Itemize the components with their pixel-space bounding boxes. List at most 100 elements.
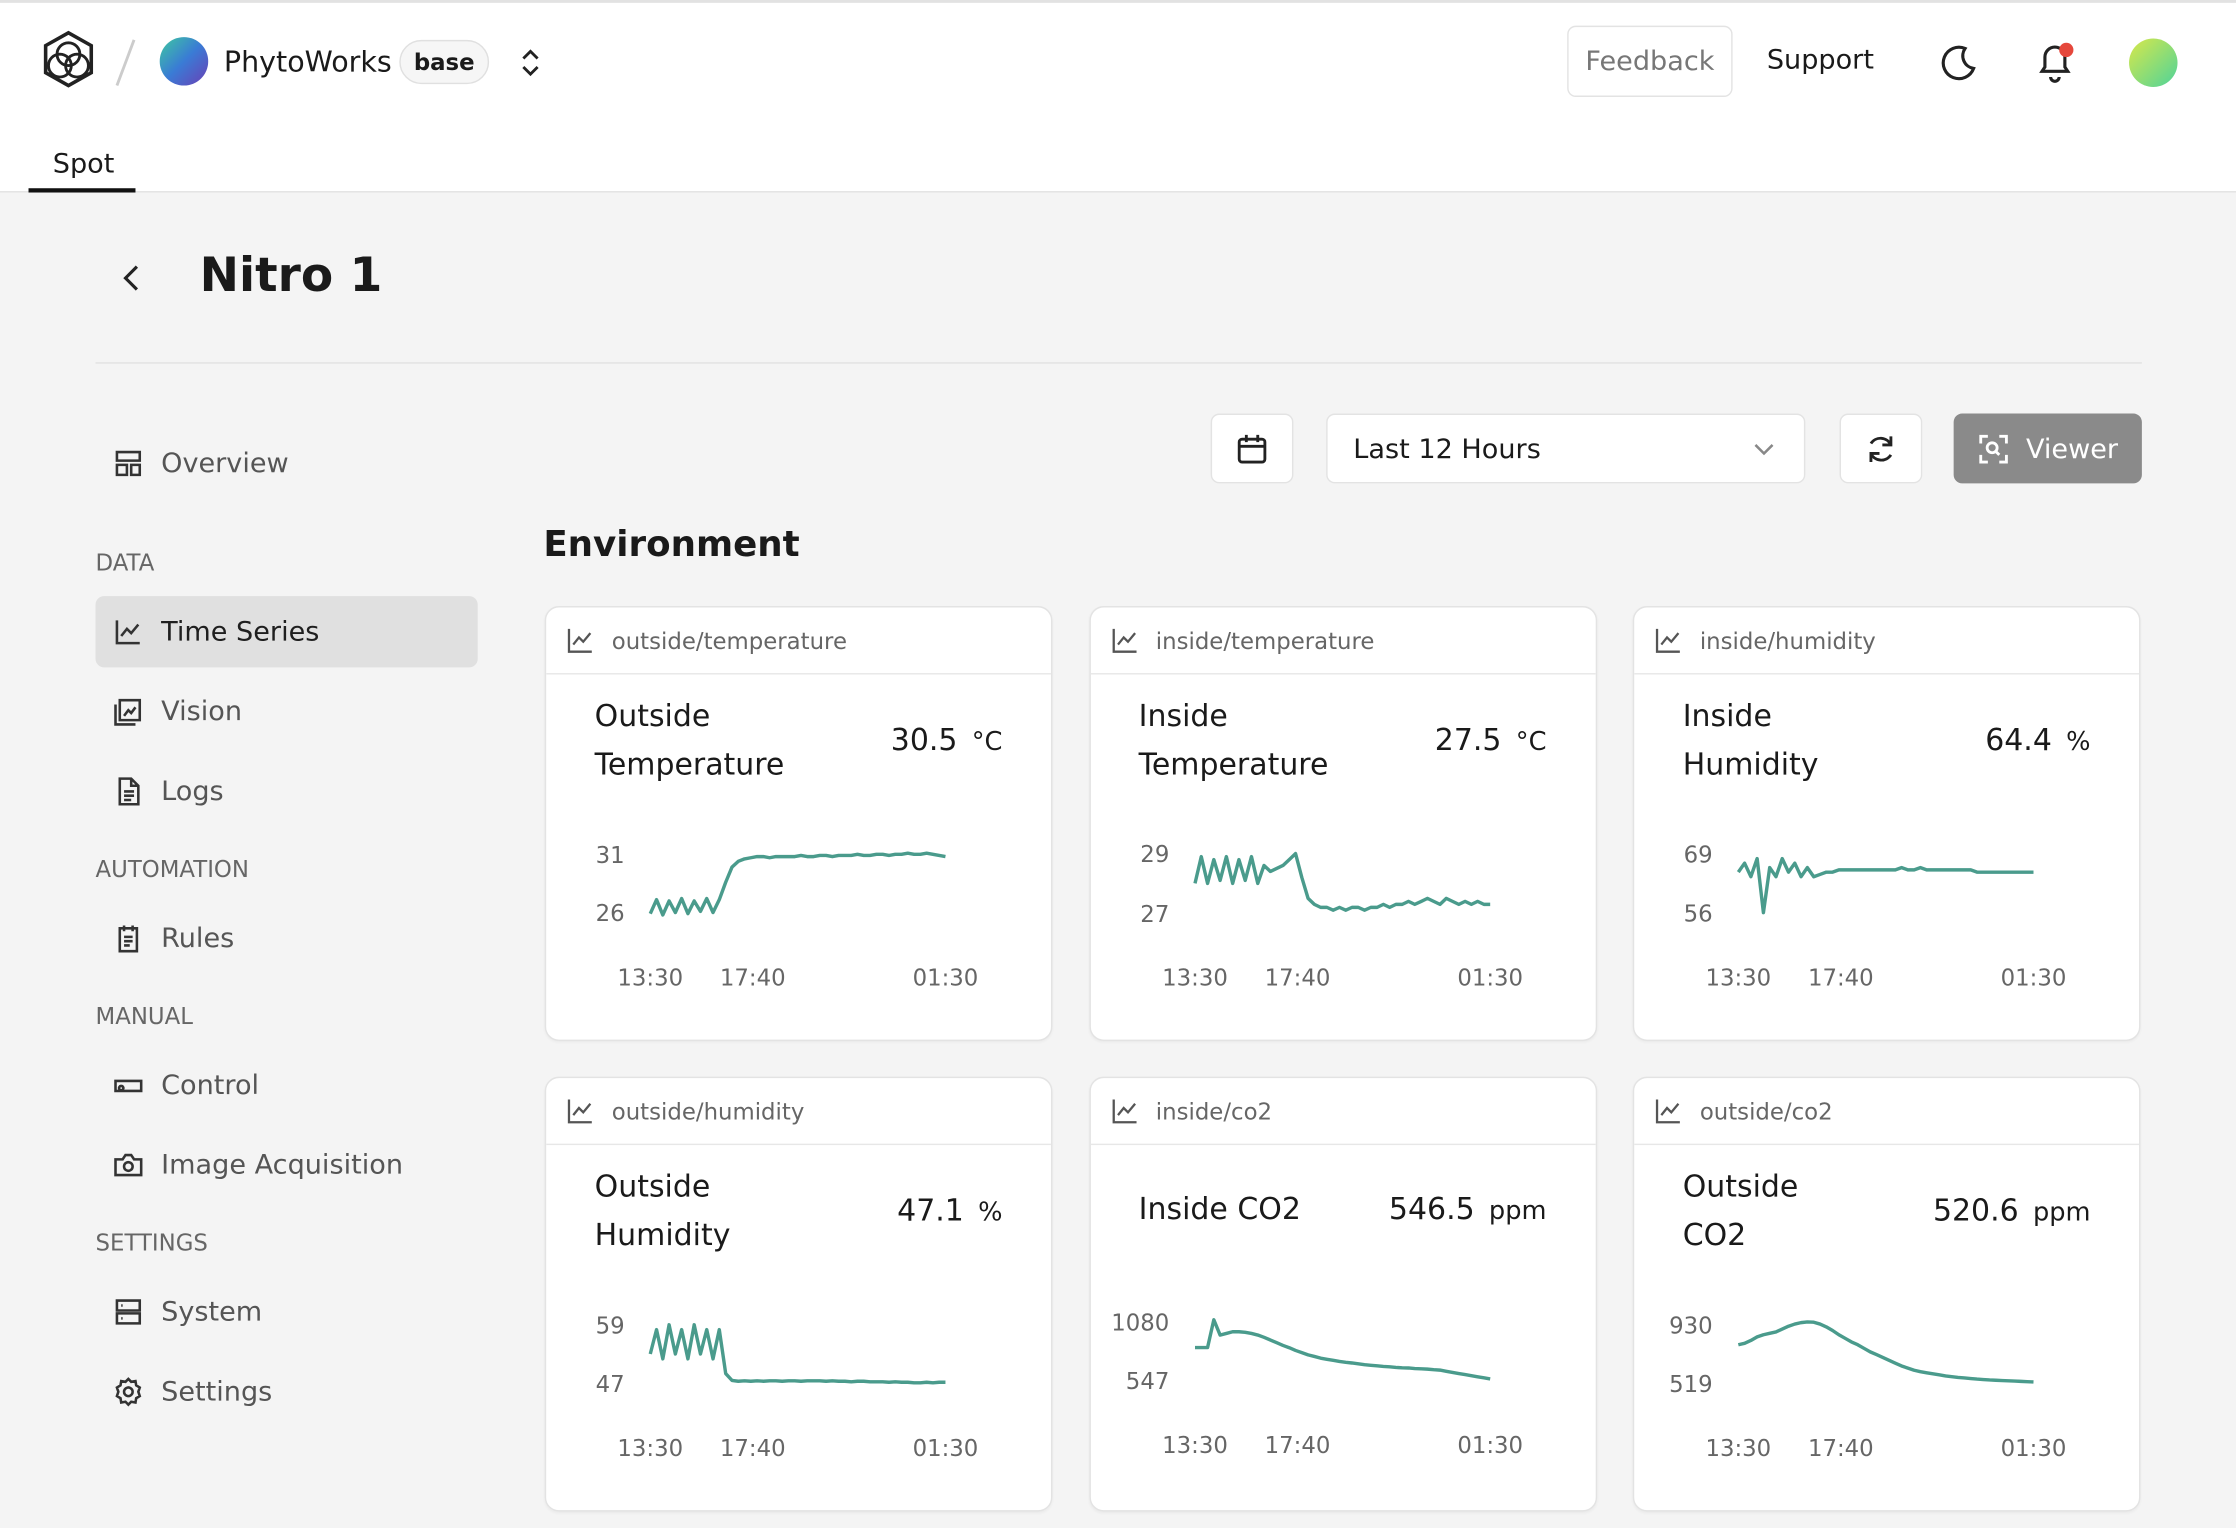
nav-item[interactable]: Image Acquisition (96, 1129, 478, 1200)
top-bar: PhytoWorks base Feedback Support Spot (0, 0, 2236, 193)
icon-shape (118, 925, 139, 953)
nav-item[interactable]: Overview (96, 428, 478, 499)
x-tick-label: 01:30 (1457, 965, 1523, 991)
unit: °C (971, 727, 1003, 758)
page-title: Nitro 1 (199, 246, 383, 303)
sparkline: 1080 547 13:30 17:40 01:30 (1111, 1310, 1523, 1459)
line (1192, 851, 1490, 912)
metric-card: outside/temperature Outside Temperature 30… (544, 606, 1053, 1041)
range-value: Last 12 Hours (1353, 432, 1541, 465)
card-value: 546.5 ppm (1389, 1192, 1547, 1226)
nav-item[interactable]: System (96, 1276, 478, 1347)
env-badge: base (399, 39, 490, 85)
card-body: Outside Temperature 30.5 °C (546, 675, 1051, 789)
nav-item[interactable]: Rules (96, 903, 478, 974)
icon-shape (115, 1377, 142, 1407)
reading: 546.5 (1388, 1192, 1475, 1227)
sparkline: 29 27 13:30 17:40 01:30 (1140, 842, 1523, 991)
icon-shape (114, 1079, 143, 1093)
section-label: MANUAL (95, 1002, 193, 1030)
chart-icon (567, 628, 592, 653)
unit: ppm (1488, 1196, 1547, 1227)
line (648, 851, 946, 917)
reading: 520.6 (1932, 1193, 2019, 1228)
card-value: 64.4% (1985, 723, 2090, 757)
theme-toggle[interactable] (1939, 43, 1979, 83)
y-tick-label: 519 (1669, 1372, 1713, 1398)
dropdown-icon (1754, 443, 1774, 455)
nav-item[interactable]: Control (96, 1050, 478, 1121)
nav-icon (114, 1153, 143, 1177)
sparkline: 69 56 13:30 17:40 01:30 (1684, 843, 2067, 992)
line (1737, 1320, 2034, 1384)
calendar-button[interactable] (1210, 413, 1294, 484)
section-label: AUTOMATION (95, 855, 249, 883)
separator (115, 39, 136, 87)
nav-icon (118, 925, 139, 953)
y-tick-label: 31 (596, 843, 625, 869)
nav-item[interactable]: Settings (96, 1356, 478, 1427)
line (1194, 1318, 1490, 1381)
y-tick-label: 547 (1125, 1369, 1169, 1395)
support-link[interactable]: Support (1766, 44, 1874, 76)
nav-label: Image Acquisition (161, 1149, 404, 1181)
icon-shape (118, 777, 140, 806)
card-value: 27.5 °C (1435, 723, 1547, 757)
card-topic: inside/humidity (1699, 626, 1876, 654)
range-select[interactable]: Last 12 Hours (1326, 413, 1806, 484)
icon-shape (115, 450, 142, 477)
icon-shape (114, 1153, 143, 1177)
chart-icon (1655, 628, 1680, 653)
divider (95, 362, 2142, 364)
back-button[interactable] (117, 261, 146, 295)
unit: % (2066, 727, 2091, 758)
tab[interactable]: Spot (52, 148, 115, 180)
nav-item[interactable]: Time Series (95, 596, 478, 668)
y-tick-label: 1080 (1111, 1310, 1169, 1336)
logo[interactable] (40, 29, 97, 92)
metric-card: outside/humidity Outside Humidity 47.1% 59 4… (544, 1076, 1053, 1512)
icon-shape (1111, 1099, 1136, 1124)
user-avatar[interactable] (2128, 37, 2179, 88)
card-body: Inside Temperature 27.5 °C (1090, 675, 1595, 789)
switcher-icon[interactable] (516, 46, 545, 80)
card-title: Inside Temperature (1138, 698, 1329, 782)
y-tick-label: 27 (1140, 902, 1169, 928)
y-tick-label: 29 (1140, 842, 1169, 868)
sparkline: 31 26 13:30 17:40 01:30 (596, 843, 979, 992)
x-tick-label: 13:30 (1161, 965, 1227, 991)
card-topic: outside/temperature (611, 626, 847, 654)
nav-item[interactable]: Vision (96, 676, 478, 747)
line (648, 1323, 946, 1385)
chart-icon (1111, 628, 1136, 653)
card-topic: outside/co2 (1699, 1097, 1833, 1125)
card-body: Outside Humidity 47.1% (546, 1145, 1051, 1259)
card-header: outside/humidity (546, 1078, 1051, 1146)
viewer-button[interactable]: Viewer (1953, 413, 2142, 484)
card-body: Outside CO2 520.6 ppm (1634, 1145, 2139, 1259)
refresh-button[interactable] (1839, 413, 1923, 484)
section-label: SETTINGS (95, 1229, 208, 1257)
card-title: Outside CO2 (1682, 1169, 1799, 1253)
card-value: 30.5 °C (891, 723, 1003, 757)
nav-item[interactable]: Logs (96, 756, 478, 827)
nav-label: Vision (161, 695, 243, 728)
card-header: outside/co2 (1634, 1078, 2140, 1146)
x-tick-label: 01:30 (913, 1436, 979, 1462)
x-tick-label: 17:40 (1264, 965, 1330, 991)
icon-shape (1111, 628, 1136, 653)
sparkline: 59 47 13:30 17:40 01:30 (596, 1313, 979, 1462)
card-header: inside/co2 (1090, 1078, 1596, 1146)
chart-icon (1111, 1099, 1136, 1124)
reading: 47.1 (897, 1193, 964, 1228)
x-tick-label: 17:40 (720, 965, 786, 991)
notifications[interactable] (2034, 40, 2077, 86)
x-tick-label: 01:30 (2001, 1436, 2067, 1462)
feedback-button[interactable]: Feedback (1567, 25, 1733, 97)
nav-label: Time Series (161, 616, 320, 648)
brand[interactable]: PhytoWorks (223, 44, 392, 79)
viewer-label: Viewer (2025, 432, 2119, 465)
card-body: Inside CO2 546.5 ppm (1090, 1145, 1595, 1256)
y-tick-label: 930 (1669, 1313, 1713, 1339)
card-title: Inside CO2 (1138, 1192, 1301, 1227)
